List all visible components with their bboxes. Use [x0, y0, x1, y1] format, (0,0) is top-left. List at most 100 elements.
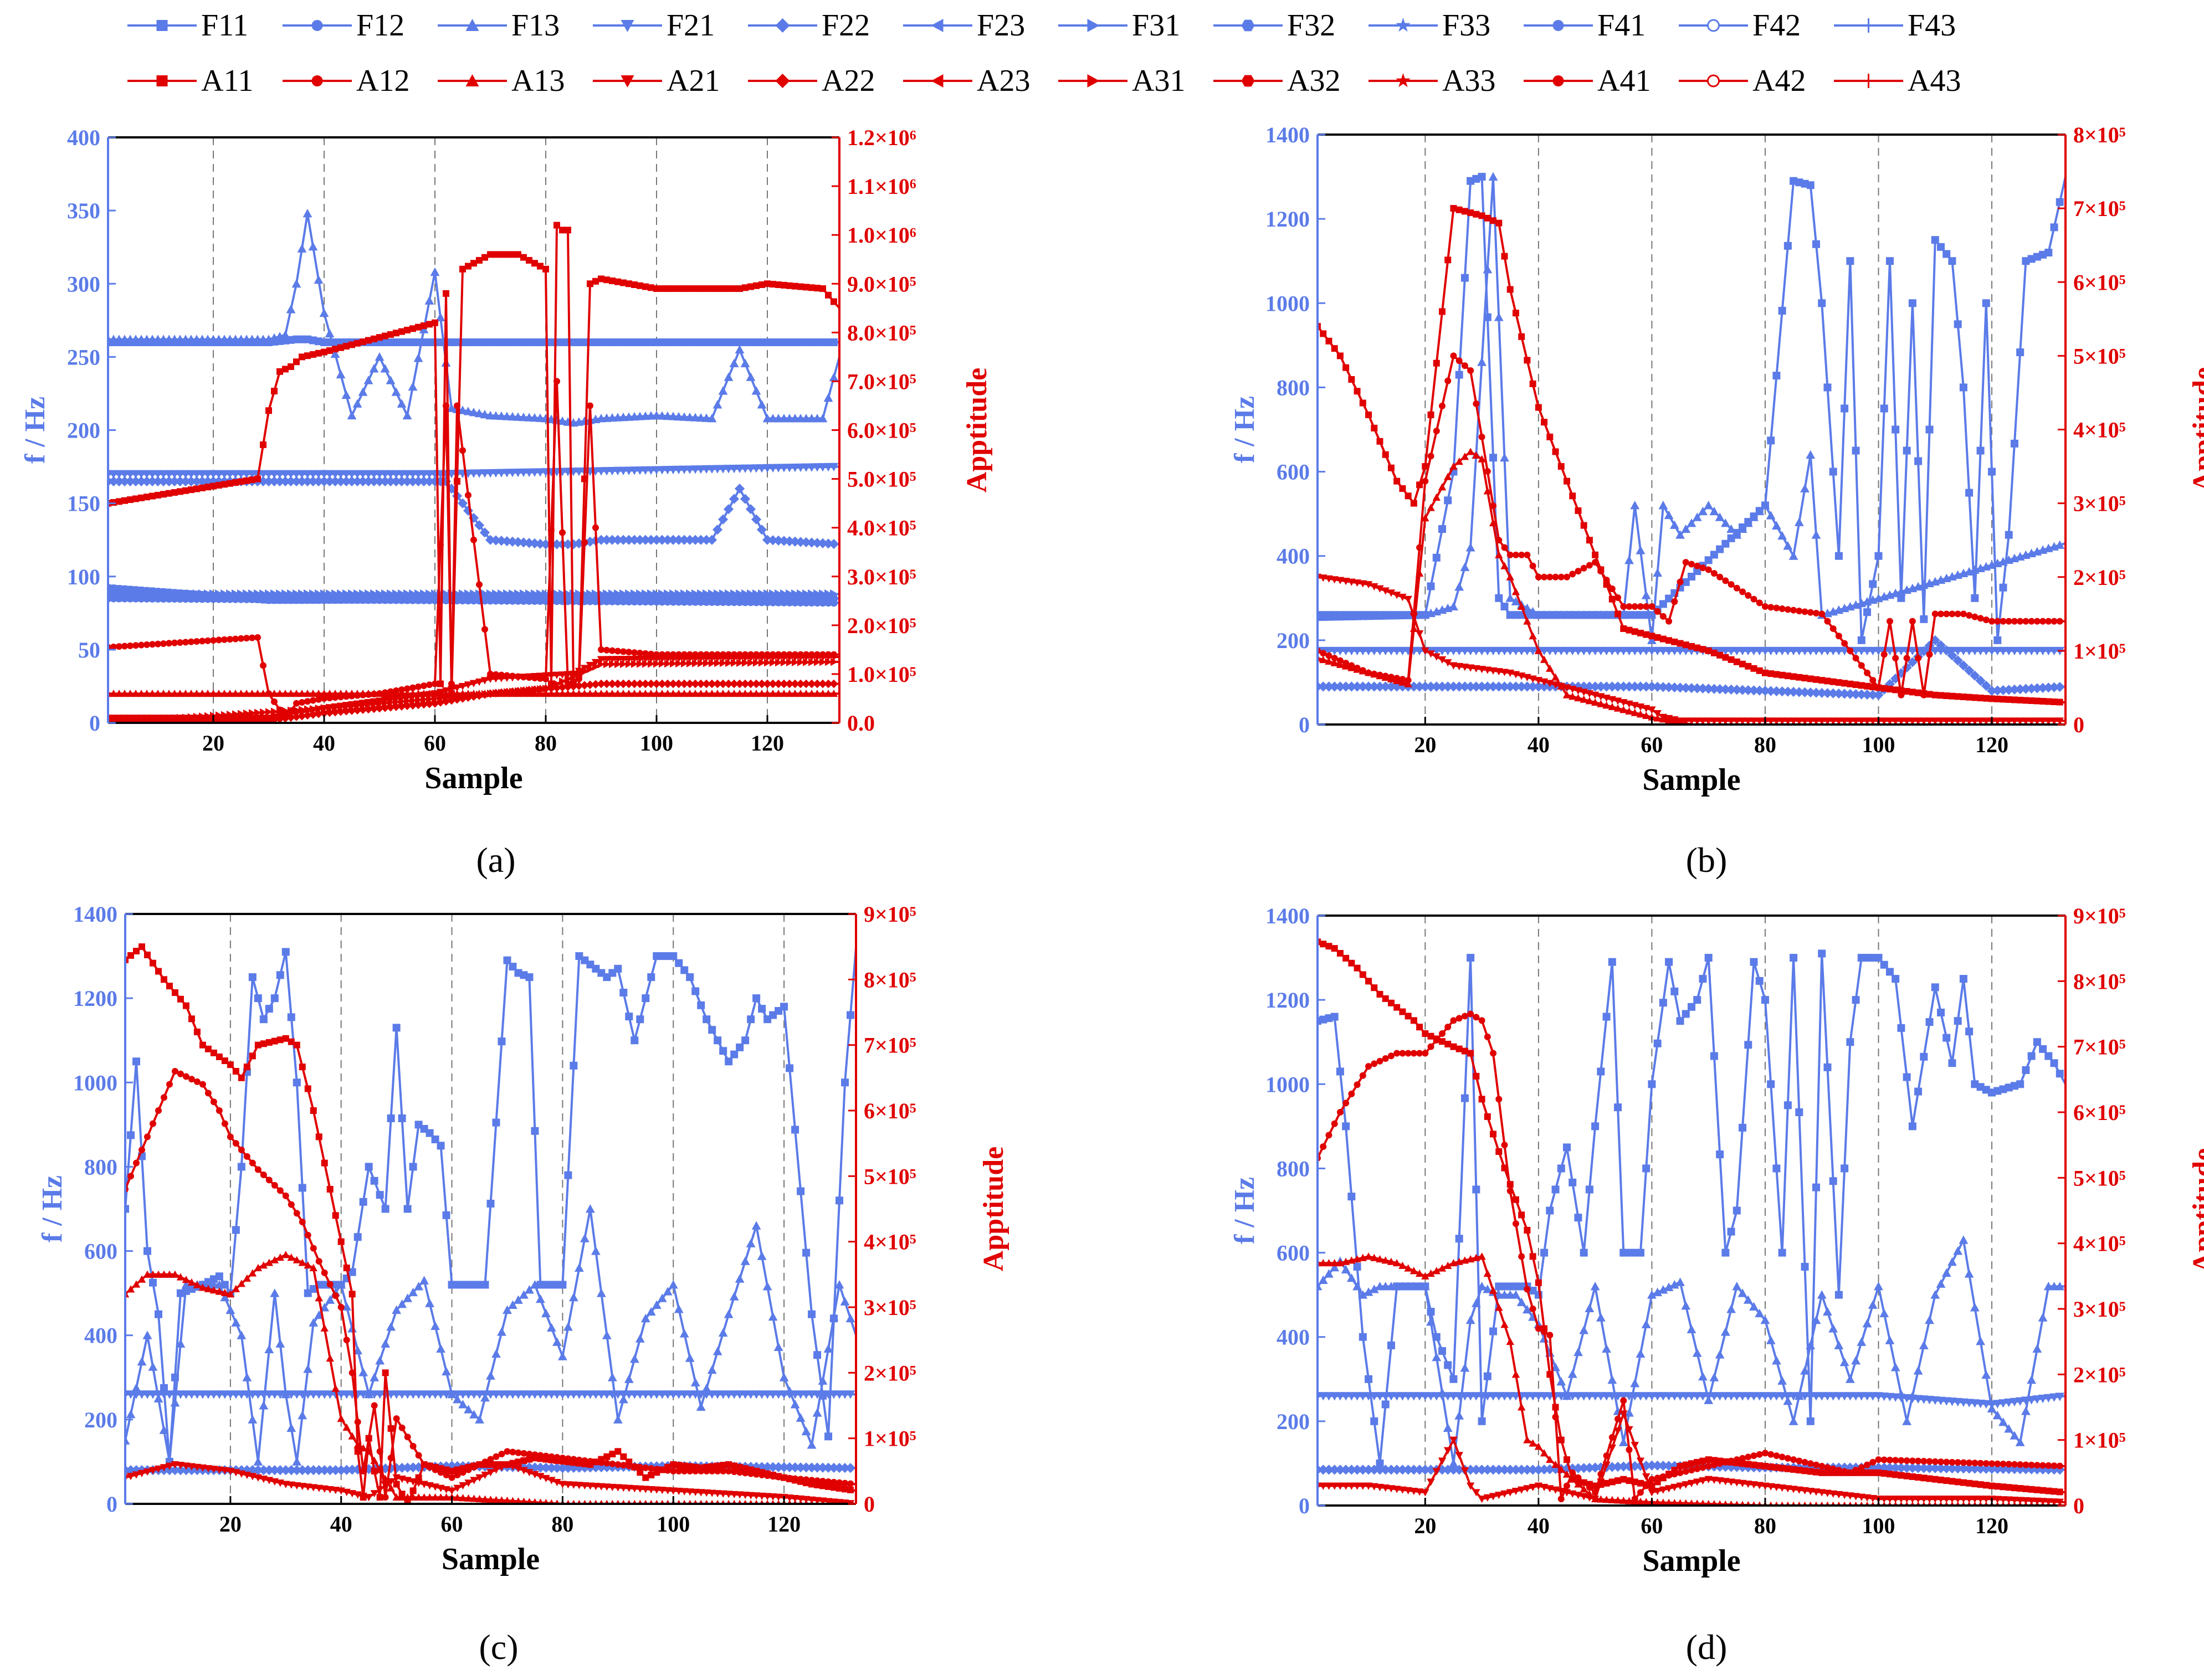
- y-axis-title: f / Hz: [37, 1175, 68, 1242]
- data-point: [155, 1107, 162, 1114]
- data-point: [1726, 524, 1736, 533]
- data-point: [193, 595, 201, 603]
- data-point: [1501, 544, 1508, 551]
- data-point: [1824, 1464, 1831, 1471]
- data-point: [696, 655, 705, 662]
- data-point: [1460, 562, 1470, 571]
- series-line: [1318, 450, 2065, 725]
- data-point: [1960, 693, 1967, 701]
- data-point: [559, 677, 567, 686]
- data-point: [1552, 573, 1559, 580]
- data-point: [199, 712, 207, 721]
- data-point: [768, 1462, 778, 1472]
- data-point: [160, 1464, 168, 1472]
- data-point: [618, 535, 629, 545]
- data-point: [2017, 1485, 2024, 1492]
- data-point: [331, 689, 340, 697]
- data-point: [824, 599, 832, 607]
- data-point: [171, 1270, 180, 1278]
- data-point: [260, 1040, 267, 1047]
- data-point: [1699, 646, 1706, 653]
- data-point: [387, 1455, 394, 1462]
- data-point: [1942, 250, 1951, 258]
- data-point: [282, 1192, 289, 1199]
- data-point: [637, 1469, 644, 1476]
- data-point: [714, 598, 721, 606]
- data-point: [1471, 1298, 1481, 1307]
- data-point: [1564, 1482, 1570, 1489]
- data-point: [740, 358, 750, 368]
- data-point: [592, 278, 599, 285]
- data-point: [387, 596, 394, 604]
- data-point: [631, 660, 639, 668]
- data-point: [725, 1467, 732, 1475]
- data-point: [337, 595, 345, 604]
- data-point: [227, 1133, 234, 1140]
- data-point: [2017, 618, 2024, 625]
- data-point: [1529, 380, 1536, 387]
- data-point: [1942, 1034, 1951, 1042]
- data-point: [493, 689, 500, 697]
- legend-label: A32: [1287, 64, 1340, 98]
- data-point: [1767, 1451, 1775, 1458]
- data-point: [259, 689, 268, 697]
- data-point: [525, 673, 534, 681]
- data-point: [1926, 691, 1933, 698]
- data-point: [1892, 1471, 1899, 1478]
- data-point: [1920, 691, 1928, 698]
- data-point: [703, 598, 710, 606]
- data-point: [276, 971, 284, 979]
- data-point: [2056, 717, 2064, 725]
- data-point: [498, 251, 505, 258]
- data-point: [620, 648, 627, 655]
- data-point: [1852, 996, 1860, 1004]
- data-point: [380, 364, 390, 373]
- data-point: [282, 707, 290, 715]
- data-point: [619, 679, 628, 689]
- data-point: [2055, 1282, 2065, 1291]
- data-point: [1551, 1185, 1560, 1194]
- data-point: [127, 1173, 134, 1180]
- data-point: [248, 1415, 258, 1424]
- data-point: [817, 1462, 828, 1473]
- data-point: [232, 595, 239, 603]
- data-point: [1778, 671, 1786, 679]
- data-point: [831, 657, 838, 666]
- data-point: [642, 994, 650, 1003]
- data-point: [1953, 1246, 1963, 1255]
- y2-tick-label: 3×10⁵: [864, 1295, 916, 1320]
- data-point: [636, 1015, 644, 1024]
- data-point: [1823, 717, 1832, 725]
- data-point: [1982, 1482, 1990, 1489]
- data-point: [354, 340, 361, 347]
- data-point: [625, 598, 633, 606]
- data-point: [1359, 667, 1367, 675]
- data-point: [1409, 624, 1418, 632]
- data-point: [814, 285, 821, 292]
- data-point: [542, 1475, 550, 1483]
- data-point: [1318, 1282, 1323, 1291]
- data-point: [188, 1076, 195, 1083]
- data-point: [536, 1473, 545, 1481]
- data-point: [812, 538, 823, 548]
- data-point: [680, 655, 689, 663]
- data-point: [193, 1078, 201, 1085]
- data-point: [1524, 1286, 1531, 1293]
- data-point: [829, 372, 839, 382]
- data-point: [830, 599, 838, 607]
- data-point: [486, 675, 495, 683]
- data-point: [1847, 647, 1854, 654]
- data-point: [304, 595, 311, 604]
- data-point: [730, 1050, 739, 1059]
- data-point: [126, 594, 134, 603]
- plot-area: [1318, 938, 2065, 1506]
- x-tick-label: 120: [1975, 732, 2008, 757]
- data-point: [1511, 588, 1520, 595]
- data-point: [1320, 1143, 1327, 1150]
- data-point: [569, 682, 578, 691]
- data-point: [2043, 682, 2054, 693]
- data-point: [287, 1253, 295, 1261]
- data-point: [347, 1465, 357, 1475]
- data-point: [509, 1448, 516, 1456]
- data-point: [291, 279, 301, 288]
